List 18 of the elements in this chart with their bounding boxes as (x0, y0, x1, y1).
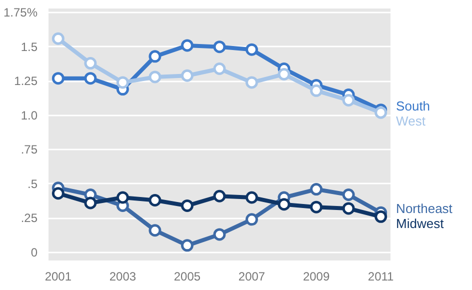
series-label: South (396, 98, 430, 114)
y-tick-label: 1.25 (14, 74, 38, 88)
y-tick-label: .25 (20, 211, 38, 226)
x-tick-label: 2001 (44, 270, 72, 284)
x-tick-label: 2005 (174, 270, 201, 284)
y-tick-label: 1.75% (3, 6, 38, 20)
x-tick-label: 2007 (238, 270, 266, 284)
y-tick-label: .75 (20, 142, 38, 157)
y-tick-label: 1.0 (20, 108, 38, 122)
x-tick-label: 2003 (109, 270, 136, 284)
series-label: West (396, 113, 426, 128)
series-label: Midwest (396, 216, 444, 232)
x-tick-label: 2011 (368, 270, 394, 284)
y-tick-label: 0 (30, 245, 38, 260)
y-tick-label: .5 (27, 176, 38, 191)
y-tick-label: 1.5 (20, 40, 38, 54)
series-label: Northeast (396, 201, 453, 216)
x-tick-label: 2009 (302, 270, 330, 284)
